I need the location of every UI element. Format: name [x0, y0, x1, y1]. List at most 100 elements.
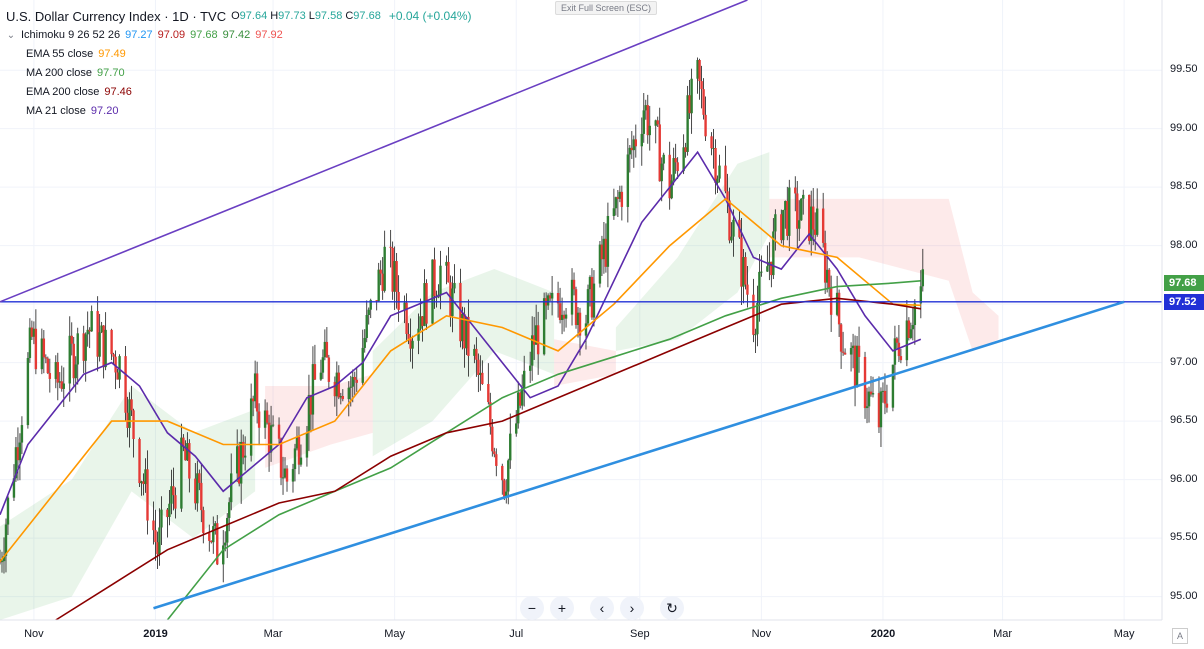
trendline-support — [153, 300, 1125, 610]
candle-body — [118, 356, 121, 380]
candle-body — [704, 114, 707, 137]
cloud-bearish-2 — [554, 339, 616, 387]
candle-body — [112, 354, 115, 357]
candle-body — [351, 376, 354, 387]
candle-body — [216, 523, 219, 565]
candle-body — [423, 283, 426, 326]
ichimoku-values: 97.27 97.09 97.68 97.42 97.92 — [125, 26, 288, 45]
candle-body — [786, 200, 789, 236]
candle-body — [46, 358, 50, 374]
candle-body — [403, 302, 406, 310]
cloud-bullish-3 — [615, 152, 770, 351]
indicator-row[interactable]: EMA 200 close 97.46 — [6, 83, 472, 102]
candle-body — [542, 298, 546, 355]
symbol-title: U.S. Dollar Currency Index · 1D · TVC — [6, 8, 227, 24]
candle-body — [12, 478, 16, 498]
candle-body — [196, 473, 199, 504]
candle-body — [449, 282, 452, 317]
candle-body — [339, 396, 343, 398]
candle-body — [128, 399, 131, 428]
cloud-bullish-2 — [372, 269, 555, 457]
candle-body — [18, 442, 22, 461]
candle-body — [200, 482, 203, 511]
candle-body — [867, 391, 871, 407]
exit-fullscreen-button[interactable]: Exit Full Screen (ESC) — [555, 1, 658, 15]
candle-body — [676, 162, 679, 172]
indicator-row[interactable]: MA 21 close 97.20 — [6, 102, 472, 121]
candle-body — [696, 60, 699, 79]
candle-body — [598, 244, 602, 284]
candle-body — [146, 469, 149, 521]
candle-body — [716, 178, 719, 184]
zoom-in-button[interactable]: + — [550, 596, 574, 620]
candle-body — [56, 362, 60, 383]
candle-body — [837, 292, 841, 325]
candle-body — [493, 451, 496, 455]
candle-body — [295, 436, 299, 449]
candle-body — [325, 341, 329, 358]
candle-body — [821, 208, 825, 243]
y-tick-label: 99.00 — [1170, 121, 1198, 134]
candle-body — [104, 329, 107, 368]
candle-body — [393, 261, 396, 292]
candle-body — [800, 198, 803, 221]
candle-body — [766, 266, 769, 272]
indicator-row[interactable]: MA 200 close 97.70 — [6, 64, 472, 83]
x-tick-label: 2020 — [870, 628, 896, 640]
candle-body — [281, 477, 285, 479]
candlesticks — [0, 57, 925, 583]
candle-body — [417, 328, 420, 341]
candle-body — [194, 478, 197, 504]
candle-body — [86, 329, 89, 335]
candle-body — [180, 437, 183, 509]
candle-body — [760, 271, 763, 273]
candle-body — [283, 468, 287, 478]
candle-body — [230, 473, 233, 503]
zoom-out-button[interactable]: − — [520, 596, 544, 620]
candle-body — [299, 457, 303, 465]
candle-body — [592, 283, 596, 318]
indicator-row[interactable]: EMA 55 close 97.49 — [6, 45, 472, 64]
chevron-down-icon[interactable]: ⌄ — [6, 30, 16, 41]
indicator-value: 97.46 — [104, 86, 132, 98]
candle-body — [911, 325, 915, 330]
candle-body — [688, 95, 691, 114]
scroll-forward-button[interactable]: › — [620, 596, 644, 620]
candle-body — [602, 238, 606, 260]
candle-body — [732, 219, 735, 237]
series-line-ma-200-close — [166, 280, 921, 621]
scroll-back-button[interactable]: ‹ — [590, 596, 614, 620]
candle-body — [578, 312, 582, 336]
candle-body — [668, 154, 671, 199]
candle-body — [519, 392, 522, 406]
candle-body — [353, 376, 356, 380]
cloud-bullish-1 — [0, 386, 256, 620]
candle-body — [228, 502, 231, 518]
ohlc-values: O97.64 H97.73 L97.58 C97.68 — [231, 6, 384, 26]
candle-body — [4, 524, 8, 556]
candle-body — [68, 335, 71, 384]
reset-chart-button[interactable]: ↻ — [660, 596, 684, 620]
ichimoku-value-4: 97.92 — [255, 29, 283, 41]
candle-body — [885, 403, 889, 408]
candle-body — [893, 338, 897, 365]
candle-body — [614, 197, 618, 209]
candle-body — [277, 424, 281, 439]
candle-body — [604, 238, 608, 267]
trendlines[interactable] — [0, 0, 1162, 610]
candle-body — [634, 139, 638, 147]
candle-body — [377, 269, 380, 301]
candle-body — [644, 105, 647, 111]
candle-body — [222, 545, 225, 565]
candle-body — [90, 311, 93, 332]
auto-scale-button[interactable]: A — [1172, 628, 1188, 644]
candle-body — [813, 229, 817, 235]
candle-body — [560, 314, 564, 320]
candle-body — [40, 338, 44, 370]
candle-body — [253, 373, 257, 402]
candle-body — [76, 333, 79, 365]
y-tick-label: 98.00 — [1170, 238, 1198, 251]
candle-body — [158, 527, 161, 555]
candle-body — [851, 345, 855, 349]
